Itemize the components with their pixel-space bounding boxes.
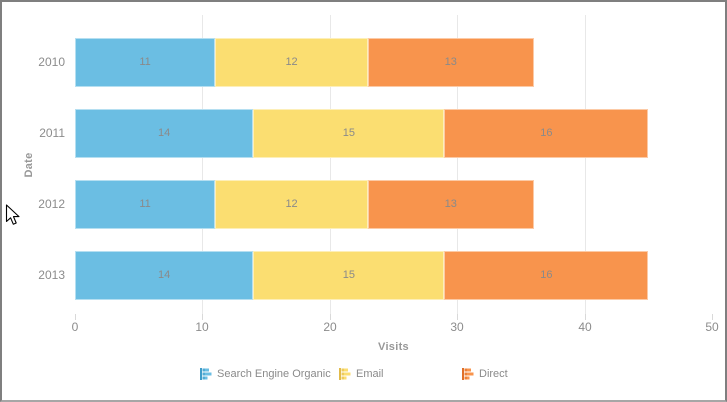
legend-label: Direct (479, 368, 508, 380)
bar-segment[interactable]: 12 (215, 37, 368, 87)
bar-row-2013: 14 15 16 (75, 250, 649, 300)
y-category-label: 2013 (38, 268, 65, 282)
bar-segment[interactable]: 15 (253, 250, 445, 300)
bar-row-2010: 11 12 13 (75, 37, 534, 87)
legend-label: Search Engine Organic (217, 368, 331, 380)
bar-value-label: 16 (540, 269, 553, 281)
bar-value-label: 12 (285, 198, 298, 210)
x-tick-mark (712, 314, 713, 320)
legend-bar-chart-icon (339, 368, 351, 380)
bar-value-label: 11 (139, 56, 151, 68)
legend-item-search-engine-organic[interactable]: Search Engine Organic (200, 368, 331, 380)
bar-row-2011: 14 15 16 (75, 108, 649, 158)
bar-value-label: 14 (158, 127, 171, 139)
bar-segment[interactable]: 11 (75, 37, 216, 87)
bar-segment[interactable]: 14 (75, 250, 254, 300)
gridline (585, 15, 586, 314)
bar-segment[interactable]: 11 (75, 179, 216, 229)
x-tick-label: 20 (323, 320, 337, 334)
y-category-label: 2010 (38, 55, 65, 69)
bar-segment[interactable]: 16 (444, 250, 649, 300)
x-tick-label: 10 (195, 320, 209, 334)
bar-value-label: 12 (285, 56, 298, 68)
x-tick-label: 50 (705, 320, 719, 334)
x-tick-label: 40 (578, 320, 592, 334)
x-tick-label: 0 (71, 320, 79, 334)
legend-item-direct[interactable]: Direct (462, 368, 508, 380)
legend-label: Email (356, 368, 384, 380)
bar-value-label: 15 (342, 269, 356, 281)
gridline (330, 15, 331, 314)
bar-segment[interactable]: 12 (215, 179, 368, 229)
bar-segment[interactable]: 13 (368, 37, 534, 87)
legend-bar-chart-icon (462, 368, 474, 380)
bar-segment[interactable]: 13 (368, 179, 534, 229)
y-category-label: 2012 (38, 197, 65, 211)
x-axis-title: Visits (378, 341, 409, 353)
bar-value-label: 15 (342, 127, 356, 139)
x-tick-mark (202, 314, 203, 320)
gridline (457, 15, 458, 314)
gridline (202, 15, 203, 314)
x-tick-mark (330, 314, 331, 320)
x-tick-mark (457, 314, 458, 320)
x-tick-mark (585, 314, 586, 320)
bar-value-label: 16 (540, 127, 553, 139)
legend-item-email[interactable]: Email (339, 368, 384, 380)
y-axis-title: Date (23, 152, 35, 178)
bar-value-label: 11 (139, 198, 151, 210)
x-tick-label: 30 (450, 320, 464, 334)
bar-value-label: 14 (158, 269, 171, 281)
bar-segment[interactable]: 15 (253, 108, 445, 158)
plot-area: 11 12 13 14 15 16 11 12 13 14 15 16 (75, 15, 712, 314)
legend-bar-chart-icon (200, 368, 212, 380)
bar-row-2012: 11 12 13 (75, 179, 534, 229)
bar-value-label: 13 (444, 56, 457, 68)
bar-segment[interactable]: 16 (444, 108, 649, 158)
x-tick-mark (75, 314, 76, 320)
bar-value-label: 13 (444, 198, 457, 210)
bar-segment[interactable]: 14 (75, 108, 254, 158)
y-category-label: 2011 (39, 126, 65, 140)
